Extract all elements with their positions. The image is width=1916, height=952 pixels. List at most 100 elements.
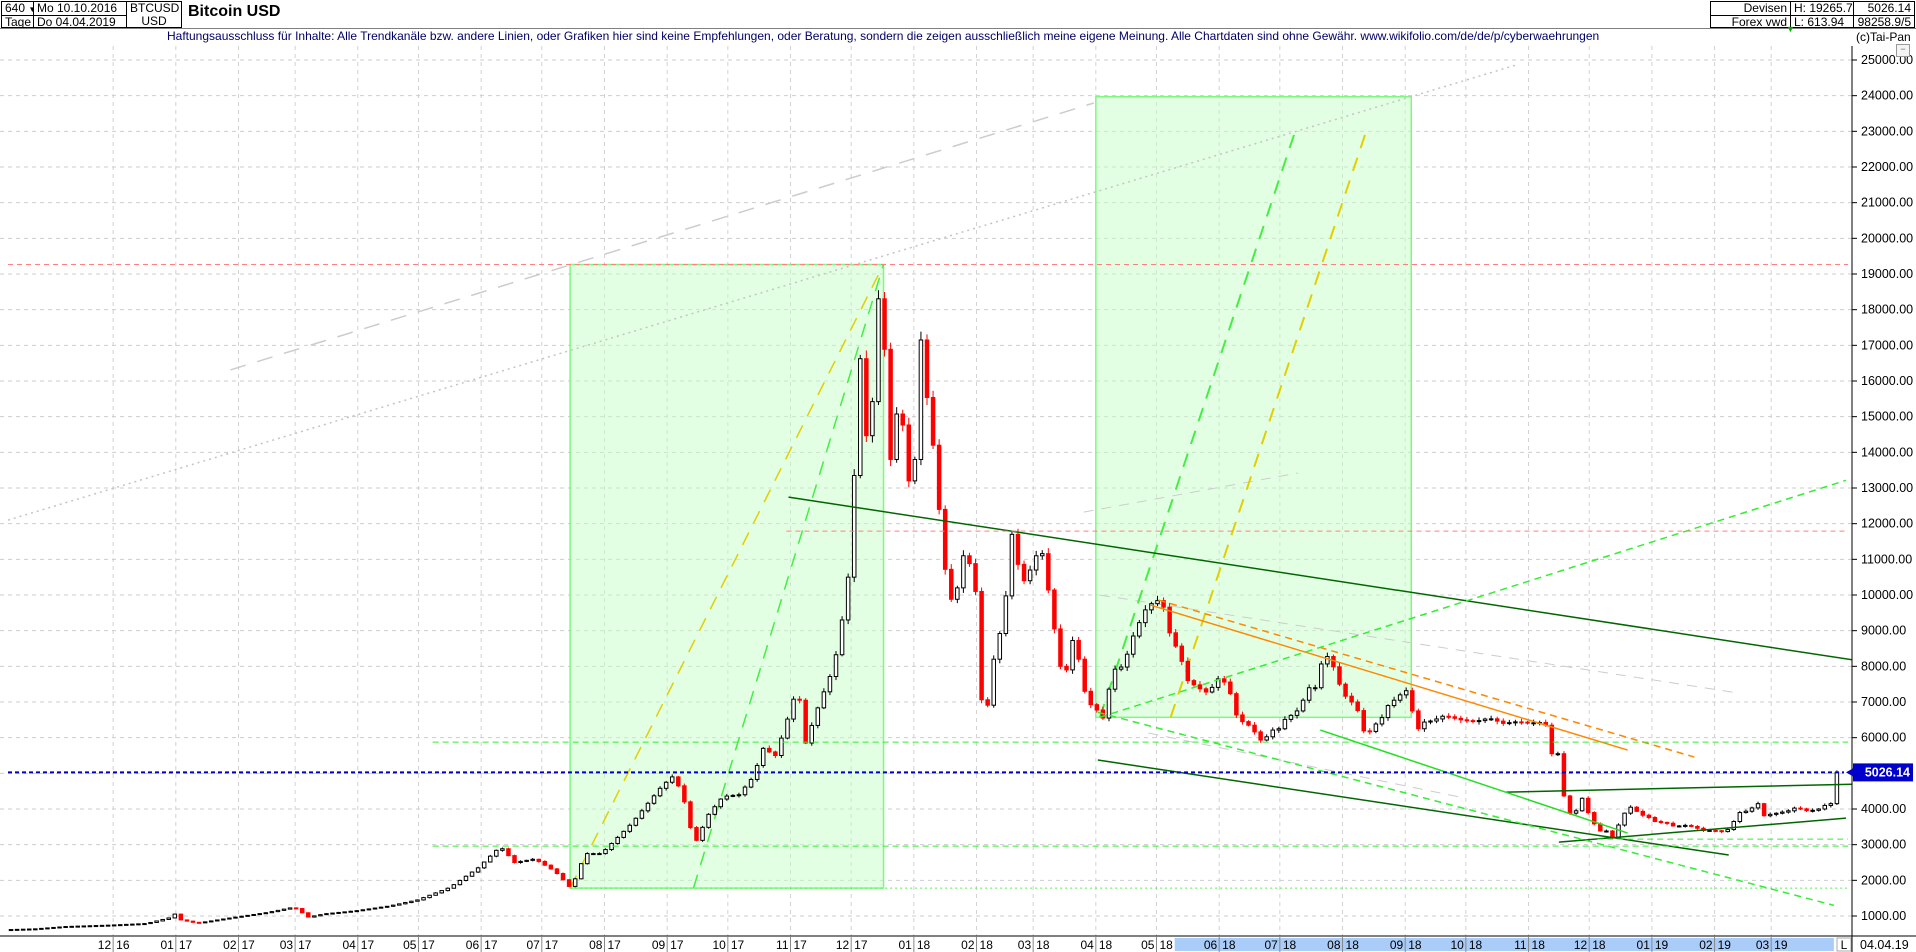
candle-body — [1124, 653, 1130, 668]
candle-body — [57, 926, 62, 929]
minimize-button[interactable]: − — [1896, 44, 1910, 57]
candle-body — [1519, 721, 1524, 724]
candle-body — [1792, 807, 1797, 812]
candle-body — [1306, 687, 1312, 701]
chevron-down-icon: ▼ — [28, 5, 33, 14]
candle-body — [281, 908, 287, 911]
candle-body — [1664, 821, 1670, 824]
candle-body — [524, 859, 529, 862]
y-axis-label: 11000.00 — [1861, 552, 1912, 566]
y-axis-label: 21000.00 — [1861, 196, 1913, 210]
candle-body — [1555, 753, 1561, 756]
y-axis-label: 19000.00 — [1861, 267, 1913, 281]
candle-body — [572, 878, 578, 887]
candle-body — [1622, 812, 1627, 826]
lime-solid-down — [1320, 729, 1628, 834]
candle-body — [481, 861, 487, 869]
candle-body — [682, 785, 687, 803]
candle-body — [839, 619, 845, 656]
candle-body — [1130, 635, 1136, 655]
page-title: Bitcoin USD — [188, 3, 281, 20]
candle-body — [748, 778, 754, 788]
candle-body — [1682, 824, 1688, 827]
candle-body — [694, 827, 699, 841]
y-axis-label: 8000.00 — [1861, 659, 1906, 673]
candle-body — [621, 830, 626, 838]
candle-body — [936, 444, 942, 510]
candle-body — [1391, 699, 1397, 707]
period-marker-box[interactable] — [1836, 937, 1852, 952]
darkgreen-support-rising — [1558, 817, 1847, 843]
candle-body — [318, 914, 323, 917]
x-axis-month-label: 02 — [1699, 938, 1713, 952]
x-axis-year-label: 17 — [361, 938, 375, 952]
candle-body — [985, 699, 990, 706]
candle-body — [554, 868, 560, 874]
candle-body — [1379, 717, 1385, 725]
candle-body — [1731, 820, 1737, 831]
candle-body — [251, 913, 256, 916]
candle-body — [293, 907, 299, 910]
candle-body — [651, 795, 657, 804]
rally-yellow-2 — [1169, 129, 1368, 718]
x-axis-year-label: 18 — [1283, 938, 1297, 952]
candle-body — [542, 860, 548, 866]
candle-body — [912, 458, 918, 482]
candle-body — [997, 633, 1003, 660]
candle-body — [724, 795, 730, 800]
period-dropdown[interactable]: Tage ▼ — [2, 15, 33, 29]
date-to[interactable]: Do 04.04.2019 — [34, 15, 126, 29]
candle-body — [390, 904, 396, 907]
annotations-over-layer — [8, 264, 1852, 907]
lime-dash-descending — [1097, 711, 1835, 907]
candle-body — [1149, 603, 1154, 611]
candle-body — [973, 563, 978, 592]
candle-body — [1106, 688, 1112, 719]
candle-body — [105, 924, 111, 927]
candle-body — [1567, 795, 1573, 814]
candle-body — [469, 871, 475, 877]
candle-body — [1689, 824, 1694, 827]
candle-body — [870, 401, 875, 437]
secondary-value: 98258.9/5 — [1854, 15, 1914, 29]
candle-body — [1221, 678, 1227, 683]
candle-body — [669, 776, 675, 783]
candle-body — [864, 358, 869, 437]
candle-body — [81, 925, 87, 928]
candle-body — [1786, 810, 1791, 813]
y-axis-label: 24000.00 — [1861, 89, 1913, 103]
y-axis-label: 6000.00 — [1861, 731, 1906, 745]
candle-body — [767, 747, 772, 753]
x-axis-month-label: 06 — [1204, 938, 1218, 952]
y-axis-label: 7000.00 — [1861, 695, 1906, 709]
price-direction-icon: ▼ — [1786, 24, 1795, 34]
candle-body — [196, 921, 202, 924]
candle-body — [536, 858, 542, 862]
candle-body — [1355, 701, 1360, 712]
candle-body — [1737, 812, 1743, 822]
candle-body — [1033, 555, 1039, 571]
bars-count-dropdown[interactable]: 640 ▼ — [2, 2, 33, 15]
visible-range-highlight[interactable] — [1174, 938, 1834, 951]
y-axis-label: 12000.00 — [1861, 517, 1913, 531]
candle-body — [827, 676, 833, 693]
date-from[interactable]: Mo 10.10.2016 — [37, 2, 118, 15]
candle-body — [166, 917, 171, 920]
candle-body — [845, 576, 851, 621]
candle-body — [93, 925, 99, 928]
period-settings-cell: 640 ▼ Tage ▼ — [1, 1, 34, 29]
gray-dash-right-3 — [1148, 732, 1460, 798]
candle-body — [26, 928, 32, 931]
candle-body — [378, 906, 384, 909]
y-axis-label: 22000.00 — [1861, 160, 1913, 174]
candle-body — [39, 927, 44, 930]
candle-body — [888, 348, 893, 460]
candle-body — [1695, 825, 1700, 829]
candle-body — [1507, 722, 1512, 725]
y-axis-label: 9000.00 — [1861, 624, 1906, 638]
x-axis-month-label: 10 — [712, 938, 726, 952]
candle-body — [451, 884, 457, 889]
darkgreen-lower — [1097, 759, 1729, 856]
candle-body — [1834, 771, 1840, 805]
